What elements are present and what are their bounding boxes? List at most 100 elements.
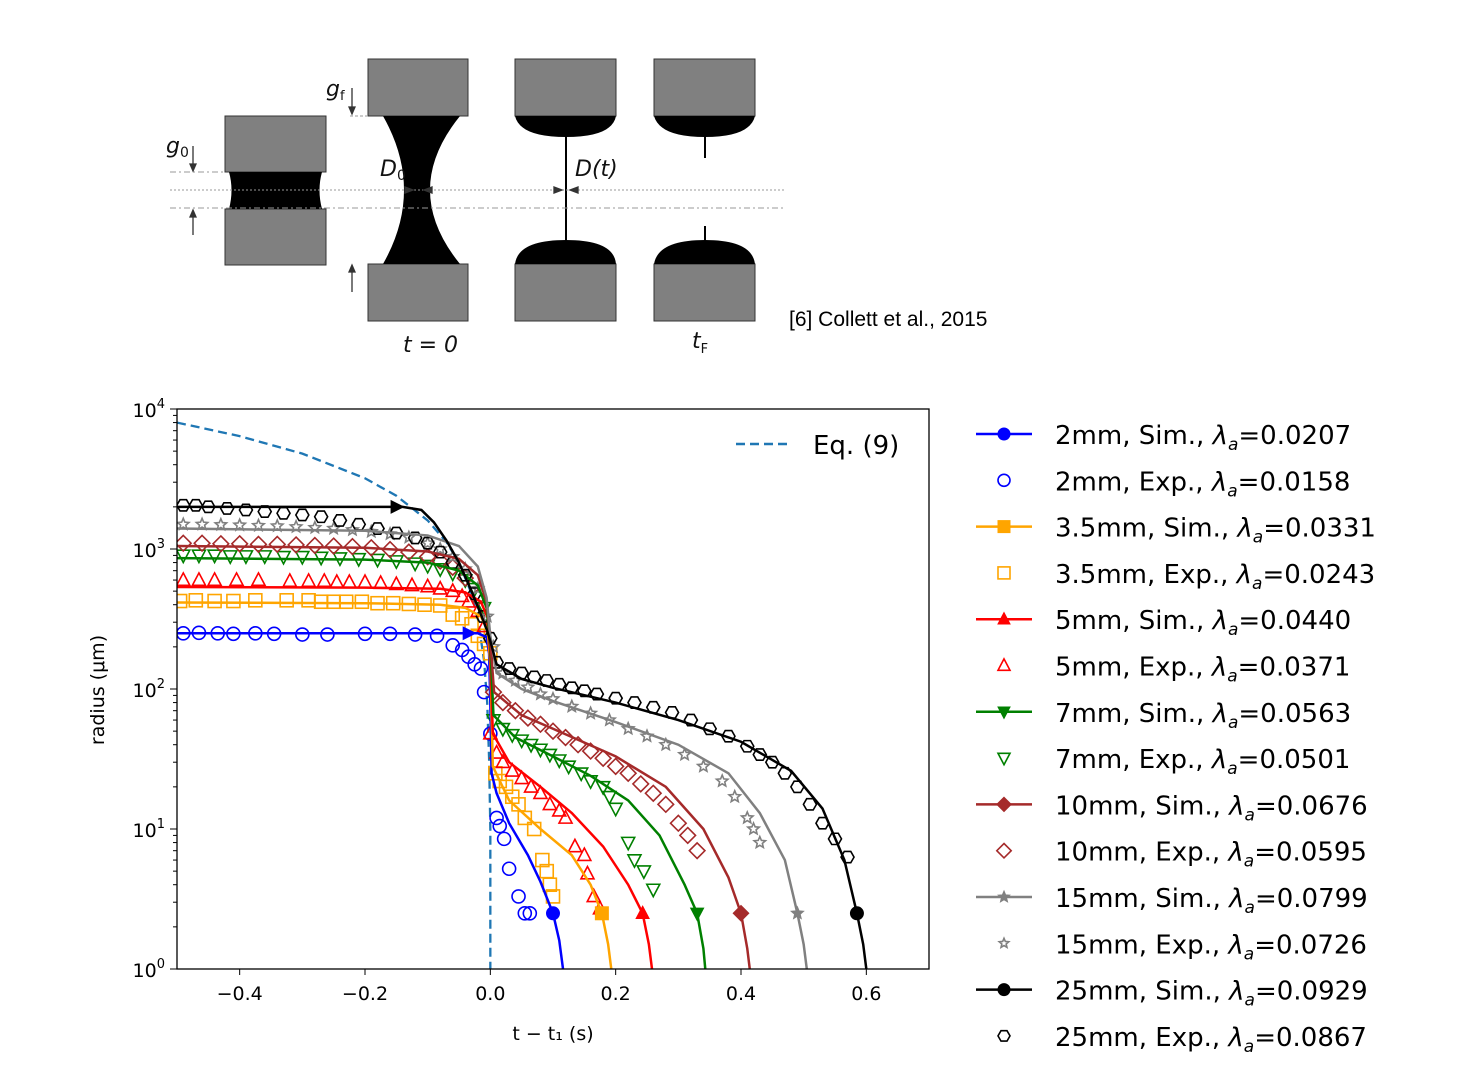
legend-marker	[997, 889, 1011, 903]
data-point	[305, 536, 324, 555]
data-point	[739, 739, 755, 753]
legend-marker	[997, 983, 1011, 997]
data-point	[256, 550, 273, 565]
data-point	[313, 510, 329, 524]
eq9-curve	[177, 421, 492, 969]
data-point	[188, 593, 204, 608]
legend-label: 5mm, Sim., λa=0.0440	[1055, 606, 1351, 640]
data-point	[644, 784, 663, 803]
series-7mm-sim	[177, 556, 707, 969]
series-5mm-sim	[177, 585, 654, 969]
inner-legend: Eq. (9)	[736, 431, 899, 461]
data-point	[557, 809, 574, 824]
legend-entry: 3.5mm, Exp., λa=0.0243	[997, 560, 1375, 594]
data-point	[419, 535, 436, 550]
legend-label: 10mm, Sim., λa=0.0676	[1055, 791, 1368, 825]
data-point	[230, 534, 249, 553]
data-point	[362, 538, 381, 557]
data-point	[445, 638, 461, 653]
label-tF: tF	[692, 329, 708, 357]
plate-top-tf	[653, 58, 756, 117]
legend-marker	[997, 566, 1011, 580]
legend-label: 3.5mm, Sim., λa=0.0331	[1055, 514, 1376, 548]
data-point	[504, 762, 521, 777]
legend-label: 25mm, Sim., λa=0.0929	[1055, 977, 1368, 1011]
x-tick-label: −0.4	[217, 983, 263, 1005]
legend-entry: 7mm, Sim., λa=0.0563	[976, 699, 1351, 733]
legend-marker	[995, 842, 1013, 860]
data-point	[495, 753, 511, 769]
x-tick-label: 0.2	[601, 983, 631, 1005]
data-point	[535, 852, 550, 868]
legend-entry: 7mm, Exp., λa=0.0501	[996, 745, 1350, 779]
data-point	[532, 784, 549, 800]
bridge-diagram: g0 gf D0 D(t) t = 0 tF [6] Collett et al…	[166, 58, 987, 358]
sim-end-marker	[689, 907, 705, 922]
drop-top-dt	[515, 116, 616, 137]
sim-end-marker	[546, 906, 560, 921]
data-point	[177, 534, 193, 553]
legend-label: 2mm, Exp., λa=0.0158	[1055, 467, 1350, 501]
sim-line	[177, 556, 707, 969]
legend-label: 7mm, Sim., λa=0.0563	[1055, 699, 1351, 733]
plate-bottom-initial	[224, 208, 327, 266]
legend-marker	[997, 611, 1011, 625]
data-point	[341, 573, 358, 589]
data-point	[249, 535, 268, 554]
data-point	[381, 540, 399, 559]
data-point	[206, 571, 223, 587]
drop-bottom-dt	[515, 240, 616, 264]
drop-bottom-tf	[654, 240, 755, 264]
series-5mm-exp	[177, 571, 608, 915]
data-point	[445, 607, 461, 622]
legend-marker	[996, 657, 1012, 672]
data-point	[177, 498, 191, 512]
data-point	[250, 571, 267, 587]
sim-line	[177, 527, 809, 969]
series-2mm-exp	[177, 625, 538, 921]
legend-marker	[997, 473, 1011, 488]
data-point	[279, 593, 294, 608]
data-point	[357, 573, 373, 589]
data-point	[620, 720, 636, 736]
legend-marker	[996, 796, 1012, 813]
data-point	[556, 728, 575, 747]
data-point	[777, 766, 793, 780]
data-point	[492, 818, 508, 834]
data-point	[688, 841, 707, 860]
legend-marker	[997, 427, 1011, 441]
data-point	[567, 837, 583, 853]
legend-entry: 10mm, Exp., λa=0.0595	[995, 838, 1367, 872]
data-point	[407, 557, 423, 573]
radius-plot: −0.4 −0.2 0.0 0.2 0.4 0.6 100 101 102 103 104 t − …	[87, 397, 930, 1045]
plate-bottom-dt	[514, 263, 617, 322]
sim-line	[177, 585, 654, 969]
data-point	[606, 757, 625, 776]
sim-end-marker	[635, 905, 650, 919]
x-tick-label: −0.2	[342, 983, 388, 1005]
data-point	[325, 520, 342, 536]
data-point	[513, 769, 530, 785]
data-point	[645, 883, 662, 899]
data-point	[457, 568, 473, 582]
data-point	[248, 593, 263, 608]
data-point	[343, 537, 362, 556]
data-point	[522, 905, 538, 921]
legend-marker	[997, 1029, 1011, 1042]
axis-ticks: −0.4 −0.2 0.0 0.2 0.4 0.6 100 101 102 103 104	[133, 397, 882, 1005]
data-point	[551, 801, 568, 817]
data-point	[752, 834, 768, 850]
x-tick-label: 0.0	[475, 983, 505, 1005]
data-point	[676, 746, 693, 762]
data-point	[207, 593, 222, 609]
series-15mm-sim	[177, 527, 809, 969]
label-gf: gf	[326, 77, 345, 104]
legend-entry: 25mm, Exp., λa=0.0867	[997, 1023, 1367, 1057]
data-point	[489, 810, 504, 826]
y-axis-label: radius (μm)	[87, 635, 109, 745]
data-point	[326, 594, 341, 610]
data-point	[520, 679, 536, 694]
data-point	[287, 535, 305, 554]
data-point	[636, 865, 652, 881]
data-point	[228, 571, 245, 587]
